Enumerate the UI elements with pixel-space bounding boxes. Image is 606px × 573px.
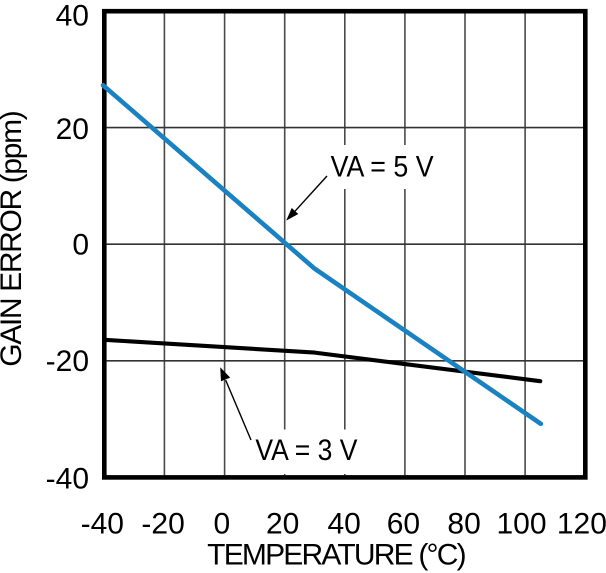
svg-text:40: 40 — [56, 0, 89, 32]
svg-text:20: 20 — [56, 113, 89, 146]
svg-text:40: 40 — [328, 507, 361, 540]
svg-text:-40: -40 — [81, 507, 124, 540]
svg-text:60: 60 — [387, 507, 420, 540]
svg-text:80: 80 — [447, 507, 480, 540]
svg-text:20: 20 — [266, 507, 299, 540]
svg-text:0: 0 — [214, 507, 231, 540]
svg-text:TEMPERATURE (°C): TEMPERATURE (°C) — [207, 539, 465, 572]
svg-text:VA = 5 V: VA = 5 V — [331, 150, 434, 184]
svg-text:VA = 3 V: VA = 3 V — [255, 433, 357, 467]
svg-text:120: 120 — [557, 507, 606, 540]
svg-text:-40: -40 — [46, 463, 89, 496]
svg-text:GAIN ERROR (ppm): GAIN ERROR (ppm) — [0, 111, 28, 366]
svg-text:100: 100 — [496, 507, 546, 540]
svg-text:-20: -20 — [46, 345, 89, 378]
svg-text:0: 0 — [72, 229, 89, 262]
svg-text:-20: -20 — [141, 507, 184, 540]
